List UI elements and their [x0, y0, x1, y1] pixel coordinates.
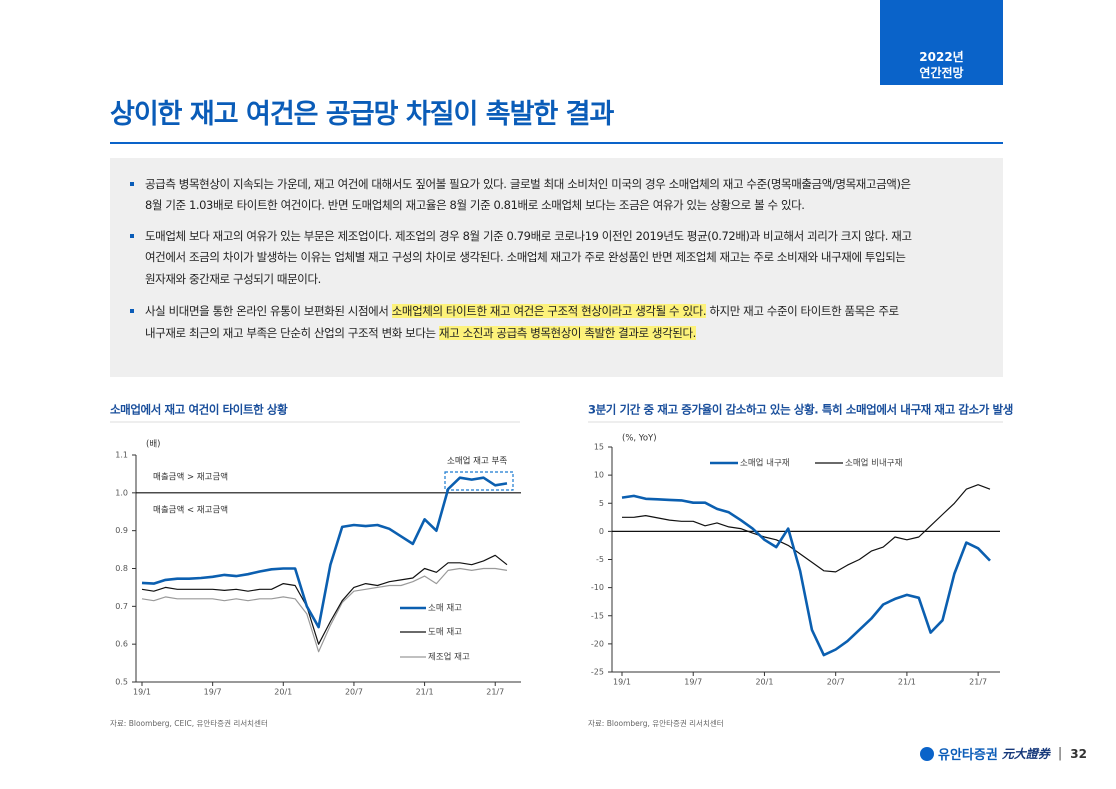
company-hanja: 元大證券 — [1001, 747, 1050, 761]
series-line — [141, 567, 508, 653]
bullet-line: 도매업체 보다 재고의 여유가 있는 부문은 제조업이다. 제조업의 경우 8월… — [145, 228, 912, 244]
annotation: (%, YoY) — [622, 434, 657, 444]
x-tick-label: 21/1 — [416, 688, 434, 697]
y-tick-label: 10 — [594, 471, 604, 480]
bullet-text: 원자재와 중간재로 구성되기 때문이다. — [145, 272, 321, 286]
separator: | — [1057, 746, 1063, 761]
badge-line: 2022년 — [919, 50, 964, 64]
bullet-text: 여건에서 조금의 차이가 발생하는 이유는 업체별 재고 구성의 차이로 생각된… — [145, 250, 906, 264]
y-tick-label: -10 — [591, 583, 604, 592]
series-line — [141, 554, 508, 645]
footer: 유안타증권 元大證券 | 32 — [920, 744, 1087, 763]
y-tick-label: 1.1 — [115, 451, 128, 460]
bullet-line: 8월 기준 1.03배로 타이트한 여건이다. 반면 도매업체의 재고율은 8월… — [145, 197, 805, 213]
bullet-line: 여건에서 조금의 차이가 발생하는 이유는 업체별 재고 구성의 차이로 생각된… — [145, 249, 906, 265]
y-tick-label: 0.8 — [115, 564, 128, 573]
bullet-line: 내구재로 최근의 재고 부족은 단순히 산업의 구조적 변화 보다는 재고 소진… — [145, 325, 696, 341]
x-tick-label: 20/7 — [345, 688, 363, 697]
bullet-marker — [130, 182, 134, 186]
bullet-text: 사실 비대면을 통한 온라인 유통이 보편화된 시점에서 — [145, 304, 392, 318]
y-tick-label: 15 — [594, 443, 604, 452]
series-line — [141, 476, 508, 629]
y-tick-label: 1.0 — [115, 488, 128, 497]
y-tick-label: -25 — [591, 668, 604, 677]
badge-line: 연간전망 — [919, 66, 964, 80]
annotation: (배) — [146, 440, 160, 450]
company-name: 유안타증권 — [938, 748, 998, 763]
x-tick-label: 20/7 — [827, 678, 845, 687]
legend-label: 소매 재고 — [428, 604, 462, 614]
series-line — [621, 494, 991, 657]
x-tick-label: 19/1 — [133, 688, 151, 697]
bullet-line: 원자재와 중간재로 구성되기 때문이다. — [145, 271, 321, 287]
bullet-text: 하지만 재고 수준이 타이트한 품목은 주로 — [706, 304, 899, 318]
bullet-marker — [130, 234, 134, 238]
x-tick-label: 21/7 — [969, 678, 987, 687]
chart-title: 소매업에서 재고 여건이 타이트한 상황 — [110, 403, 288, 417]
chart-source: 자료: Bloomberg, 유안타증권 리서치센터 — [588, 718, 724, 728]
x-tick-label: 20/1 — [755, 678, 773, 687]
bullet-text: 8월 기준 1.03배로 타이트한 여건이다. 반면 도매업체의 재고율은 8월… — [145, 198, 805, 212]
legend-label: 소매업 내구재 — [740, 459, 790, 469]
x-tick-label: 19/7 — [684, 678, 702, 687]
legend-label: 제조업 재고 — [428, 653, 470, 663]
bullet-text: 공급측 병목현상이 지속되는 가운데, 재고 여건에 대해서도 짚어볼 필요가 … — [145, 177, 911, 191]
y-tick-label: 0.7 — [115, 602, 128, 611]
chart-title: 3분기 기간 중 재고 증가율이 감소하고 있는 상황. 특히 소매업에서 내구… — [588, 403, 1013, 417]
annotation: 소매업 재고 부족 — [447, 457, 507, 467]
legend-label: 도매 재고 — [428, 628, 462, 638]
y-tick-label: -20 — [591, 639, 604, 648]
bullet-text: 내구재로 최근의 재고 부족은 단순히 산업의 구조적 변화 보다는 — [145, 326, 439, 340]
y-tick-label: 0.6 — [115, 640, 128, 649]
x-tick-label: 19/7 — [204, 688, 222, 697]
bullet-line: 공급측 병목현상이 지속되는 가운데, 재고 여건에 대해서도 짚어볼 필요가 … — [145, 176, 911, 192]
series-line — [622, 484, 991, 573]
y-tick-label: 0 — [599, 527, 604, 536]
page-title: 상이한 재고 여건은 공급망 차질이 촉발한 결과 — [110, 99, 614, 130]
y-tick-label: 0.5 — [115, 678, 128, 687]
title-rule — [110, 142, 1003, 144]
y-tick-label: 0.9 — [115, 526, 128, 535]
x-tick-label: 20/1 — [274, 688, 292, 697]
y-tick-label: 5 — [599, 499, 604, 508]
legend-label: 소매업 비내구재 — [845, 459, 902, 469]
highlight-text: 소매업체의 타이트한 재고 여건은 구조적 현상이라고 생각될 수 있다. — [391, 304, 707, 318]
highlight-box — [444, 471, 514, 491]
x-tick-label: 19/1 — [613, 678, 631, 687]
annotation: 매출금액 < 재고금액 — [153, 505, 228, 516]
page-number: 32 — [1070, 746, 1087, 761]
y-tick-label: -15 — [591, 611, 604, 620]
summary-box — [110, 158, 1003, 377]
y-tick-label: -5 — [596, 555, 604, 564]
bullet-text: 도매업체 보다 재고의 여유가 있는 부문은 제조업이다. 제조업의 경우 8월… — [145, 229, 912, 243]
edition-badge: 2022년 연간전망 — [880, 0, 1003, 85]
logo-icon — [920, 746, 934, 761]
highlight-text: 재고 소진과 공급측 병목현상이 촉발한 결과로 생각된다. — [438, 326, 696, 340]
chart-source: 자료: Bloomberg, CEIC, 유안타증권 리서치센터 — [110, 718, 268, 728]
x-tick-label: 21/1 — [898, 678, 916, 687]
annotation: 매출금액 > 재고금액 — [153, 472, 228, 483]
bullet-line: 사실 비대면을 통한 온라인 유통이 보편화된 시점에서 소매업체의 타이트한 … — [145, 303, 899, 319]
bullet-marker — [130, 309, 134, 313]
x-tick-label: 21/7 — [486, 688, 504, 697]
